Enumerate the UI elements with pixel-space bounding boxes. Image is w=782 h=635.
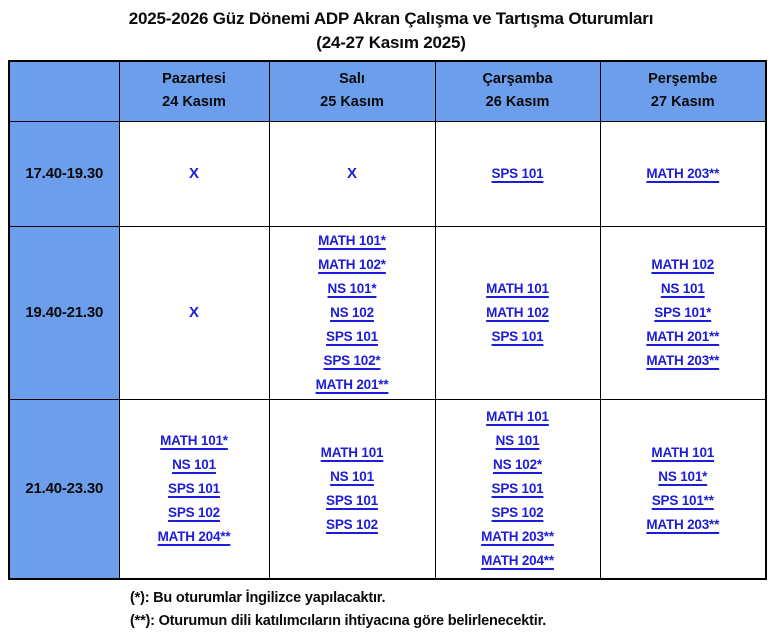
header-day-label: Pazartesi [162, 71, 226, 88]
course-link[interactable]: MATH 101 [651, 444, 715, 460]
header-tuesday: Salı 25 Kasım [268, 60, 436, 122]
course-link[interactable]: MATH 204** [481, 552, 554, 568]
course-link[interactable]: MATH 101* [318, 232, 386, 248]
title-line-1: 2025-2026 Güz Dönemi ADP Akran Çalışma v… [128, 9, 654, 28]
session-cell: MATH 101 NS 101 SPS 101 SPS 102 [268, 398, 436, 580]
course-link[interactable]: MATH 101* [160, 432, 228, 448]
no-session-mark: X [188, 304, 199, 321]
header-row: Pazartesi 24 Kasım Salı 25 Kasım Çarşamb… [8, 60, 767, 122]
schedule-row: 21.40-23.30 MATH 101* NS 101 SPS 101 SPS 102… [8, 398, 767, 580]
course-link[interactable]: MATH 203** [646, 516, 720, 532]
time-slot-label: 17.40-19.30 [8, 120, 120, 227]
schedule-table: Pazartesi 24 Kasım Salı 25 Kasım Çarşamb… [8, 60, 767, 580]
header-date-label: 27 Kasım [650, 94, 715, 111]
course-link[interactable]: SPS 101 [326, 492, 378, 508]
course-link[interactable]: MATH 101 [486, 280, 549, 296]
session-cell: MATH 101* MATH 102* NS 101* NS 102 SPS 101 SP… [268, 225, 436, 400]
schedule-row: 17.40-19.30 X X SPS 101 MATH 203** [8, 120, 767, 227]
course-link[interactable]: NS 102 [330, 304, 374, 320]
course-link[interactable]: MATH 203** [646, 165, 720, 181]
header-date-label: 25 Kasım [320, 94, 384, 111]
footnote-language-decided: (**): Oturumun dili katılımcıların ihtiy… [130, 613, 547, 629]
title-line-2: (24-27 Kasım 2025) [316, 33, 466, 52]
course-link[interactable]: MATH 204** [157, 528, 231, 544]
no-session-mark: X [346, 165, 357, 182]
course-link[interactable]: NS 101 [172, 456, 216, 472]
header-thursday: Perşembe 27 Kasım [599, 60, 767, 122]
session-cell: MATH 102 NS 101 SPS 101* MATH 201** MATH 203… [599, 225, 767, 400]
course-link[interactable]: SPS 102 [491, 504, 544, 520]
course-link[interactable]: MATH 102 [651, 256, 715, 272]
course-link[interactable]: MATH 102 [486, 304, 549, 320]
header-day-label: Çarşamba [482, 71, 553, 88]
course-link[interactable]: NS 101 [330, 468, 374, 484]
course-link[interactable]: SPS 101** [651, 492, 714, 508]
header-date-label: 24 Kasım [162, 94, 226, 111]
session-cell: MATH 101 NS 101 NS 102* SPS 101 SPS 102 MATH … [434, 398, 601, 580]
course-link[interactable]: NS 101 [495, 432, 540, 448]
course-link[interactable]: SPS 101 [168, 480, 220, 496]
course-link[interactable]: MATH 203** [481, 528, 554, 544]
course-link[interactable]: SPS 101 [491, 480, 544, 496]
footnotes: (*): Bu oturumlar İngilizce yapılacaktır… [130, 587, 782, 633]
no-session-mark: X [188, 165, 199, 182]
page-title: 2025-2026 Güz Dönemi ADP Akran Çalışma v… [0, 0, 782, 55]
session-cell: X [118, 225, 270, 400]
course-link[interactable]: SPS 101 [326, 328, 378, 344]
course-link[interactable]: SPS 101 [491, 328, 544, 344]
course-link[interactable]: SPS 101* [654, 304, 712, 320]
course-link[interactable]: MATH 102* [318, 256, 386, 272]
course-link[interactable]: MATH 201** [315, 376, 389, 392]
course-link[interactable]: NS 101* [658, 468, 708, 484]
course-link[interactable]: NS 101* [327, 280, 377, 296]
session-cell: MATH 101 NS 101* SPS 101** MATH 203** [599, 398, 767, 580]
time-slot-label: 21.40-23.30 [8, 398, 120, 580]
corner-cell [8, 60, 120, 122]
session-cell: MATH 101 MATH 102 SPS 101 [434, 225, 601, 400]
session-cell: X [118, 120, 270, 227]
course-link[interactable]: MATH 101 [320, 444, 384, 460]
time-slot-label: 19.40-21.30 [8, 225, 120, 400]
session-cell: MATH 101* NS 101 SPS 101 SPS 102 MATH 204** [118, 398, 270, 580]
schedule-row: 19.40-21.30 X MATH 101* MATH 102* NS 101* NS … [8, 225, 767, 400]
course-link[interactable]: NS 101 [660, 280, 705, 296]
header-day-label: Salı [339, 71, 365, 88]
header-date-label: 26 Kasım [485, 94, 550, 111]
footnote-english-sessions: (*): Bu oturumlar İngilizce yapılacaktır… [130, 590, 386, 606]
course-link[interactable]: NS 102* [493, 456, 542, 472]
course-link[interactable]: MATH 101 [486, 408, 549, 424]
course-link[interactable]: SPS 102 [326, 516, 378, 532]
course-link[interactable]: MATH 203** [646, 352, 720, 368]
session-cell: X [268, 120, 436, 227]
session-cell: MATH 203** [599, 120, 767, 227]
header-monday: Pazartesi 24 Kasım [118, 60, 270, 122]
header-wednesday: Çarşamba 26 Kasım [434, 60, 601, 122]
session-cell: SPS 101 [434, 120, 601, 227]
course-link[interactable]: SPS 102* [323, 352, 381, 368]
header-day-label: Perşembe [648, 71, 718, 88]
course-link[interactable]: MATH 201** [646, 328, 720, 344]
course-link[interactable]: SPS 101 [491, 165, 544, 181]
course-link[interactable]: SPS 102 [168, 504, 220, 520]
